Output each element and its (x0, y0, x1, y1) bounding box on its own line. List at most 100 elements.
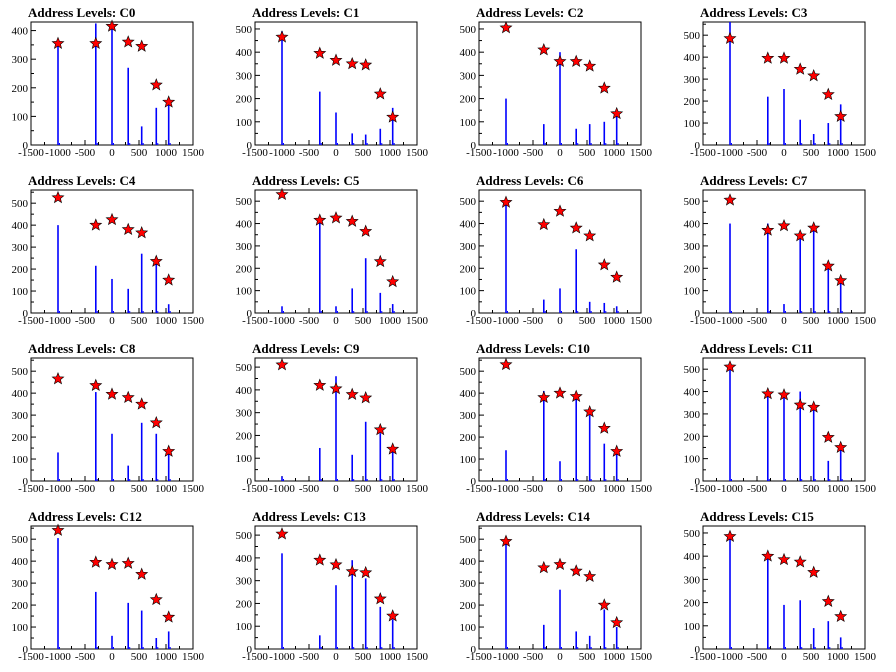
chart-panel: Address Levels: C8 0 100 200 300 400 500 -1500-… (0, 336, 224, 504)
star-icon (777, 388, 791, 401)
x-tick-label: 1500 (182, 147, 205, 159)
y-tick-label: 400 (684, 387, 701, 399)
star-icon (135, 39, 149, 52)
x-tick-label: 0 (557, 651, 563, 663)
y-tick-label: 200 (684, 598, 701, 610)
y-tick-label: 0 (247, 476, 253, 488)
chart-panel: Address Levels: C3 0 100 200 300 400 500 -1500-… (672, 0, 896, 168)
x-tick-label: 500 (579, 315, 596, 327)
x-tick-label: 1500 (406, 483, 429, 495)
star-icon (610, 615, 624, 629)
y-tick-label: 400 (460, 219, 477, 231)
chart-title: Address Levels: C1 (252, 5, 360, 20)
chart-title: Address Levels: C6 (476, 173, 584, 188)
y-tick-label: 300 (236, 408, 253, 420)
x-tick-label: 0 (109, 147, 115, 159)
x-tick-label: -500 (747, 651, 768, 663)
y-tick-label: 200 (460, 600, 477, 612)
x-tick-label: 1000 (379, 651, 402, 663)
star-icon (569, 54, 583, 67)
x-tick-label: -1500 (690, 651, 716, 663)
x-tick-label: -500 (299, 483, 320, 495)
star-icon (597, 421, 611, 434)
y-tick-label: 100 (684, 286, 701, 298)
star-icon (345, 56, 359, 70)
y-tick-label: 0 (23, 476, 29, 488)
star-icon (834, 273, 848, 287)
chart-title: Address Levels: C0 (28, 5, 136, 20)
y-tick-label: 100 (460, 286, 477, 298)
x-tick-label: 1500 (406, 315, 429, 327)
x-tick-label: -1000 (269, 651, 295, 663)
x-tick-label: 1500 (630, 147, 653, 159)
star-icon (359, 224, 373, 237)
star-icon (597, 598, 611, 611)
x-tick-label: 0 (781, 651, 787, 663)
x-tick-label: 500 (131, 483, 148, 495)
x-tick-label: 1500 (630, 651, 653, 663)
x-tick-label: 500 (579, 483, 596, 495)
x-tick-label: -1500 (18, 315, 44, 327)
x-tick-label: -1500 (242, 483, 268, 495)
chart-title: Address Levels: C10 (476, 341, 590, 356)
x-tick-label: -1000 (45, 147, 71, 159)
x-tick-label: 500 (355, 147, 372, 159)
x-tick-label: -500 (299, 651, 320, 663)
y-tick-label: 300 (236, 576, 253, 588)
star-icon (359, 391, 373, 404)
star-icon (834, 440, 848, 453)
star-icon (121, 556, 135, 569)
x-tick-label: -1500 (242, 147, 268, 159)
star-icon (329, 381, 343, 395)
star-icon (610, 270, 624, 283)
y-tick-label: 100 (460, 622, 477, 634)
x-tick-label: 1000 (379, 483, 402, 495)
star-icon (345, 564, 359, 578)
star-icon (149, 415, 163, 429)
star-icon (51, 523, 65, 536)
y-tick-label: 300 (460, 578, 477, 590)
x-tick-label: 0 (109, 483, 115, 495)
star-icon (313, 213, 327, 226)
star-icon (499, 534, 513, 547)
y-tick-label: 500 (460, 366, 477, 378)
y-tick-label: 100 (12, 454, 29, 466)
star-icon (723, 193, 737, 206)
y-tick-label: 200 (12, 432, 29, 444)
x-tick-label: 0 (333, 147, 339, 159)
x-tick-label: -1500 (466, 483, 492, 495)
y-tick-label: 200 (684, 96, 701, 108)
star-icon (821, 594, 835, 607)
x-tick-label: -1500 (466, 315, 492, 327)
star-icon (499, 195, 513, 208)
star-icon (313, 46, 327, 59)
y-tick-label: 400 (236, 47, 253, 59)
y-tick-label: 0 (695, 476, 701, 488)
star-icon (537, 390, 551, 404)
x-tick-label: -1500 (18, 147, 44, 159)
x-tick-label: 1000 (827, 651, 850, 663)
star-icon (597, 258, 611, 271)
star-icon (777, 218, 791, 232)
chart-panel: Address Levels: C15 0 100 200 300 400 500 -1500… (672, 504, 896, 672)
y-tick-label: 200 (12, 264, 29, 276)
x-tick-label: -1000 (493, 651, 519, 663)
x-tick-label: -500 (75, 483, 96, 495)
x-tick-label: 0 (109, 651, 115, 663)
y-tick-label: 300 (684, 574, 701, 586)
y-tick-label: 200 (236, 598, 253, 610)
x-tick-label: 1000 (379, 147, 402, 159)
y-tick-label: 500 (236, 530, 253, 542)
chart-title: Address Levels: C7 (700, 173, 808, 188)
chart-title: Address Levels: C8 (28, 341, 136, 356)
star-icon (135, 397, 149, 410)
y-tick-label: 100 (684, 621, 701, 633)
star-icon (373, 422, 387, 436)
star-icon (51, 190, 65, 204)
x-tick-label: 500 (355, 315, 372, 327)
star-icon (51, 372, 65, 385)
y-tick-label: 0 (23, 308, 29, 320)
chart-panel: Address Levels: C4 0 100 200 300 400 500 -1500-… (0, 168, 224, 336)
star-icon (553, 386, 567, 399)
y-tick-label: 500 (12, 198, 29, 210)
